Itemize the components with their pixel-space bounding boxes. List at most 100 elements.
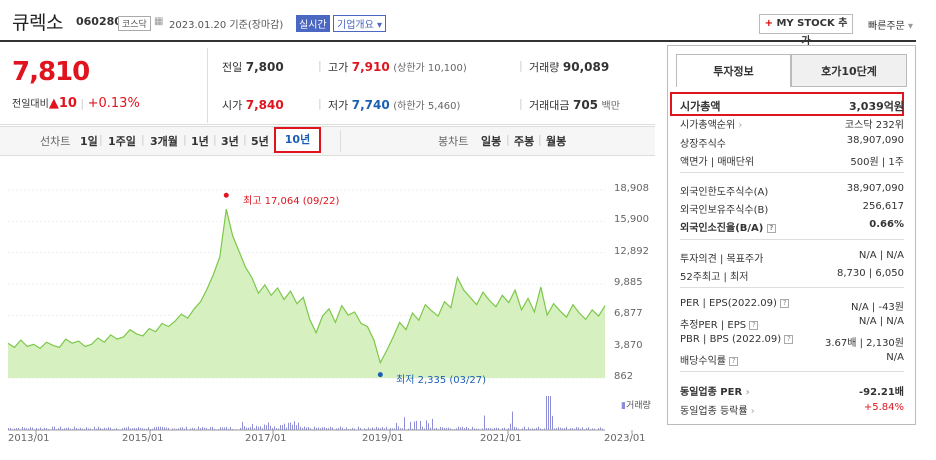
volume-bar bbox=[52, 426, 53, 430]
company-info-dropdown[interactable]: 기업개요 ▾ bbox=[333, 15, 387, 32]
volume-bar bbox=[162, 426, 163, 430]
volume-bar bbox=[456, 428, 457, 430]
volume-bar bbox=[290, 422, 291, 430]
quick-order-button[interactable]: 빠른주문 ▾ bbox=[868, 17, 913, 32]
volume-bar bbox=[64, 428, 65, 430]
volume-bar bbox=[400, 428, 401, 430]
help-icon[interactable]: ? bbox=[729, 356, 739, 366]
volume-bar bbox=[340, 426, 341, 430]
period-3y[interactable]: 3년 bbox=[221, 135, 239, 148]
trade-amount: 거래대금 705 백만 bbox=[529, 97, 620, 113]
volume-bar bbox=[122, 428, 123, 430]
separator: | bbox=[183, 133, 187, 146]
help-icon[interactable]: ? bbox=[780, 298, 790, 308]
volume-bar bbox=[374, 428, 375, 430]
volume-bar bbox=[148, 427, 149, 430]
candle-monthly[interactable]: 월봉 bbox=[546, 135, 567, 148]
divider bbox=[207, 48, 208, 123]
volume-bar bbox=[320, 428, 321, 430]
volume-bar bbox=[82, 428, 83, 430]
high-price: 고가 7,910 (상한가 10,100) bbox=[328, 59, 467, 75]
my-stock-add-button[interactable]: + MY STOCK 추가 bbox=[759, 14, 853, 47]
volume-bar bbox=[106, 428, 107, 430]
market-cap-label: 시가총액 bbox=[680, 100, 721, 113]
shares-row: 상장주식수 38,907,090 bbox=[680, 135, 904, 150]
volume-bar bbox=[582, 427, 583, 430]
volume-bar bbox=[600, 427, 601, 430]
header-divider bbox=[0, 40, 916, 42]
volume-bar bbox=[392, 428, 393, 430]
candle-weekly[interactable]: 주봉 bbox=[514, 135, 535, 148]
volume-bar bbox=[146, 428, 147, 430]
pbr-label: PBR | BPS (2022.09) bbox=[680, 334, 782, 345]
help-icon[interactable]: ? bbox=[749, 320, 759, 330]
period-3m[interactable]: 3개월 bbox=[150, 135, 178, 148]
volume-bar bbox=[248, 427, 249, 430]
volume-bar bbox=[446, 427, 447, 430]
industry-rate-row[interactable]: 동일업종 등락률 › +5.84% bbox=[680, 402, 904, 417]
period-10y[interactable]: 10년 bbox=[274, 127, 321, 153]
volume-bar bbox=[354, 428, 355, 430]
volume-bar bbox=[134, 428, 135, 430]
volume-bar bbox=[288, 422, 289, 430]
volume-bar bbox=[116, 428, 117, 430]
separator: | bbox=[213, 133, 217, 146]
period-5y[interactable]: 5년 bbox=[251, 135, 269, 148]
tab-investment-info[interactable]: 투자정보 bbox=[676, 54, 791, 87]
realtime-button[interactable]: 실시간 bbox=[296, 15, 330, 32]
volume-bar bbox=[246, 427, 247, 430]
help-icon[interactable]: ? bbox=[766, 223, 776, 233]
market-cap-value: 3,039억원 bbox=[848, 100, 904, 113]
volume-bar bbox=[278, 428, 279, 430]
period-1y[interactable]: 1년 bbox=[191, 135, 209, 148]
volume-bar bbox=[304, 426, 305, 430]
volume-label: 거래량 bbox=[529, 61, 560, 74]
volume-bar bbox=[416, 420, 417, 430]
market-cap-row: 시가총액 3,039억원 bbox=[680, 98, 904, 114]
volume-bar bbox=[222, 427, 223, 430]
volume-bar bbox=[566, 426, 567, 430]
current-price: 7,810 bbox=[12, 57, 90, 87]
volume-bar bbox=[524, 426, 525, 430]
volume-bar bbox=[492, 428, 493, 430]
volume-bar bbox=[592, 428, 593, 430]
volume-bar bbox=[264, 424, 265, 430]
period-1w[interactable]: 1주일 bbox=[108, 135, 136, 148]
volume-bar bbox=[496, 427, 497, 430]
volume-bar bbox=[40, 427, 41, 430]
volume-bar bbox=[260, 426, 261, 430]
volume-bar bbox=[576, 427, 577, 430]
volume-bar bbox=[142, 428, 143, 430]
volume-bar bbox=[194, 428, 195, 430]
volume-bar bbox=[200, 428, 201, 430]
volume-bar bbox=[292, 424, 293, 430]
volume-bar bbox=[350, 428, 351, 430]
volume-bar bbox=[308, 427, 309, 430]
period-1d[interactable]: 1일 bbox=[80, 135, 98, 148]
low-marker bbox=[377, 372, 383, 378]
candle-chart-label: 봉차트 bbox=[438, 135, 469, 148]
volume-bar bbox=[204, 427, 205, 430]
volume-bar bbox=[186, 426, 187, 430]
volume-bar bbox=[378, 427, 379, 430]
foreign-hold-value: 256,617 bbox=[862, 201, 904, 212]
volume-bar bbox=[62, 428, 63, 430]
foreign-hold-row: 외국인보유주식수(B) 256,617 bbox=[680, 201, 904, 216]
volume-bar bbox=[490, 428, 491, 430]
industry-per-row[interactable]: 동일업종 PER › -92.21배 bbox=[680, 383, 904, 398]
volume-bar bbox=[100, 428, 101, 430]
separator: | bbox=[141, 133, 145, 146]
help-icon[interactable]: ? bbox=[784, 334, 794, 344]
volume-bar bbox=[22, 426, 23, 430]
volume-bar bbox=[402, 428, 403, 430]
volume-bar bbox=[326, 427, 327, 430]
prev-value: 7,800 bbox=[245, 60, 284, 74]
volume-bar bbox=[138, 426, 139, 430]
volume-bar bbox=[166, 427, 167, 430]
volume-bar bbox=[422, 426, 423, 430]
candle-daily[interactable]: 일봉 bbox=[481, 135, 502, 148]
volume-bar bbox=[546, 396, 547, 430]
volume-bar bbox=[434, 428, 435, 430]
tab-order-book[interactable]: 호가10단계 bbox=[791, 54, 907, 87]
volume-bar bbox=[314, 426, 315, 430]
